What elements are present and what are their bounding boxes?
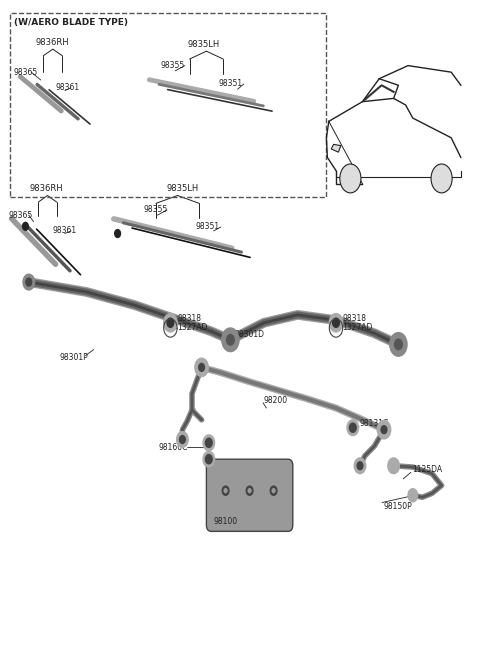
Circle shape (222, 328, 239, 352)
Circle shape (26, 278, 32, 286)
Circle shape (205, 438, 212, 447)
Text: 98355: 98355 (144, 205, 168, 215)
Circle shape (222, 486, 229, 495)
Circle shape (340, 164, 361, 193)
Text: 1327AD: 1327AD (178, 323, 208, 333)
Text: 98361: 98361 (55, 83, 79, 92)
Text: 98365: 98365 (9, 211, 33, 220)
Text: 98351: 98351 (218, 79, 242, 89)
Text: 98301D: 98301D (234, 330, 264, 339)
Circle shape (203, 435, 215, 451)
Text: 98355: 98355 (161, 61, 185, 70)
Text: 1125DA: 1125DA (412, 464, 442, 474)
Circle shape (115, 230, 120, 237)
Circle shape (199, 363, 204, 371)
Circle shape (354, 458, 366, 474)
Text: 98100: 98100 (214, 517, 238, 526)
Circle shape (205, 455, 212, 464)
Circle shape (388, 458, 399, 474)
Circle shape (270, 486, 277, 495)
Circle shape (349, 423, 356, 432)
Text: 98365: 98365 (13, 68, 38, 77)
Text: 9835LH: 9835LH (166, 184, 198, 194)
Text: 98150P: 98150P (383, 502, 412, 511)
Text: 1327AD: 1327AD (342, 323, 372, 333)
Circle shape (390, 333, 407, 356)
Circle shape (333, 318, 339, 327)
Text: 9835LH: 9835LH (187, 40, 219, 49)
Text: 98131C: 98131C (360, 419, 389, 428)
Circle shape (272, 489, 275, 493)
Circle shape (246, 486, 253, 495)
Text: 98301P: 98301P (60, 353, 89, 362)
Text: 98160C: 98160C (158, 443, 188, 452)
Circle shape (177, 432, 188, 447)
Circle shape (23, 274, 35, 290)
Circle shape (248, 489, 251, 493)
Text: (W/AERO BLADE TYPE): (W/AERO BLADE TYPE) (14, 18, 129, 28)
Circle shape (347, 420, 359, 436)
Circle shape (381, 426, 387, 434)
Circle shape (329, 314, 343, 332)
Circle shape (395, 339, 402, 350)
Circle shape (164, 314, 177, 332)
Circle shape (357, 462, 363, 470)
Text: 98361: 98361 (53, 226, 77, 236)
Text: 9836RH: 9836RH (30, 184, 63, 194)
Circle shape (224, 489, 227, 493)
Circle shape (23, 222, 28, 230)
Text: 98318: 98318 (342, 314, 366, 323)
Circle shape (167, 318, 174, 327)
Polygon shape (331, 144, 341, 152)
Circle shape (180, 436, 185, 443)
Circle shape (195, 358, 208, 377)
Circle shape (431, 164, 452, 193)
Circle shape (227, 335, 234, 345)
Circle shape (377, 420, 391, 439)
Circle shape (203, 451, 215, 467)
Circle shape (408, 489, 418, 502)
Text: 9836RH: 9836RH (36, 38, 70, 47)
Text: 98351: 98351 (196, 222, 220, 232)
Text: 98200: 98200 (263, 396, 287, 405)
Text: 98318: 98318 (178, 314, 202, 323)
FancyBboxPatch shape (206, 459, 293, 531)
